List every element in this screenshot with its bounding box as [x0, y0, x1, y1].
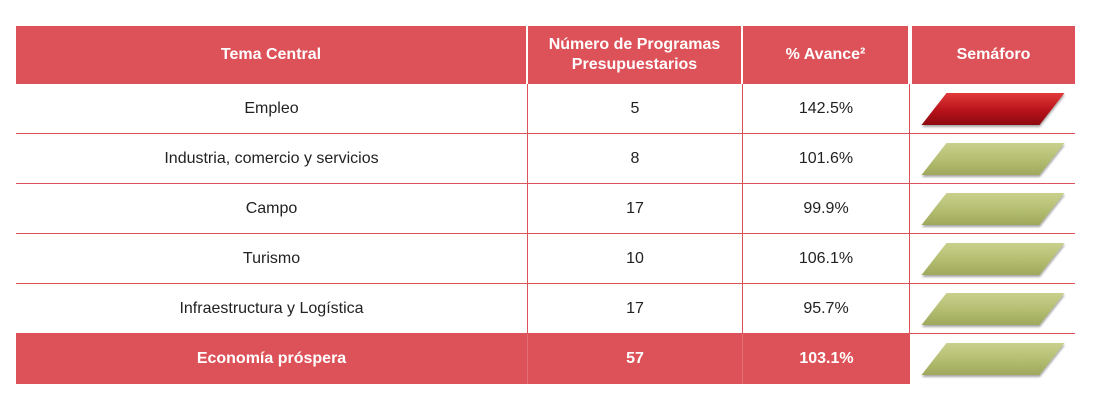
- cell-tema: Empleo: [16, 84, 528, 133]
- cell-programas: 17: [528, 184, 743, 233]
- cell-semaforo: [910, 134, 1075, 183]
- cell-avance: 95.7%: [743, 284, 910, 333]
- table-row: Campo 17 99.9%: [16, 184, 1075, 234]
- header-semaforo: Semáforo: [910, 26, 1075, 84]
- header-tema-central: Tema Central: [16, 26, 528, 84]
- total-tema: Economía próspera: [16, 334, 528, 384]
- semaforo-indicator: [920, 292, 1065, 325]
- cell-semaforo: [910, 184, 1075, 233]
- cell-programas: 17: [528, 284, 743, 333]
- header-avance: % Avance²: [743, 26, 910, 84]
- total-semaforo: [910, 334, 1075, 384]
- cell-avance: 142.5%: [743, 84, 910, 133]
- cell-programas: 10: [528, 234, 743, 283]
- cell-avance: 99.9%: [743, 184, 910, 233]
- semaforo-indicator: [920, 192, 1065, 225]
- semaforo-indicator: [920, 92, 1065, 125]
- cell-tema: Turismo: [16, 234, 528, 283]
- cell-programas: 5: [528, 84, 743, 133]
- cell-programas: 8: [528, 134, 743, 183]
- header-numero-programas: Número de Programas Presupuestarios: [528, 26, 743, 84]
- table-row: Turismo 10 106.1%: [16, 234, 1075, 284]
- semaforo-indicator: [920, 343, 1065, 375]
- semaforo-indicator: [920, 142, 1065, 175]
- cell-tema: Industria, comercio y servicios: [16, 134, 528, 183]
- total-programas: 57: [528, 334, 743, 384]
- table-header-row: Tema Central Número de Programas Presupu…: [16, 26, 1075, 84]
- table-row: Industria, comercio y servicios 8 101.6%: [16, 134, 1075, 184]
- cell-semaforo: [910, 284, 1075, 333]
- results-table: Tema Central Número de Programas Presupu…: [16, 26, 1075, 384]
- cell-avance: 101.6%: [743, 134, 910, 183]
- cell-tema: Campo: [16, 184, 528, 233]
- table-total-row: Economía próspera 57 103.1%: [16, 334, 1075, 384]
- cell-avance: 106.1%: [743, 234, 910, 283]
- cell-semaforo: [910, 234, 1075, 283]
- cell-semaforo: [910, 84, 1075, 133]
- table-row: Infraestructura y Logística 17 95.7%: [16, 284, 1075, 334]
- semaforo-indicator: [920, 242, 1065, 275]
- total-avance: 103.1%: [743, 334, 910, 384]
- cell-tema: Infraestructura y Logística: [16, 284, 528, 333]
- table-row: Empleo 5 142.5%: [16, 84, 1075, 134]
